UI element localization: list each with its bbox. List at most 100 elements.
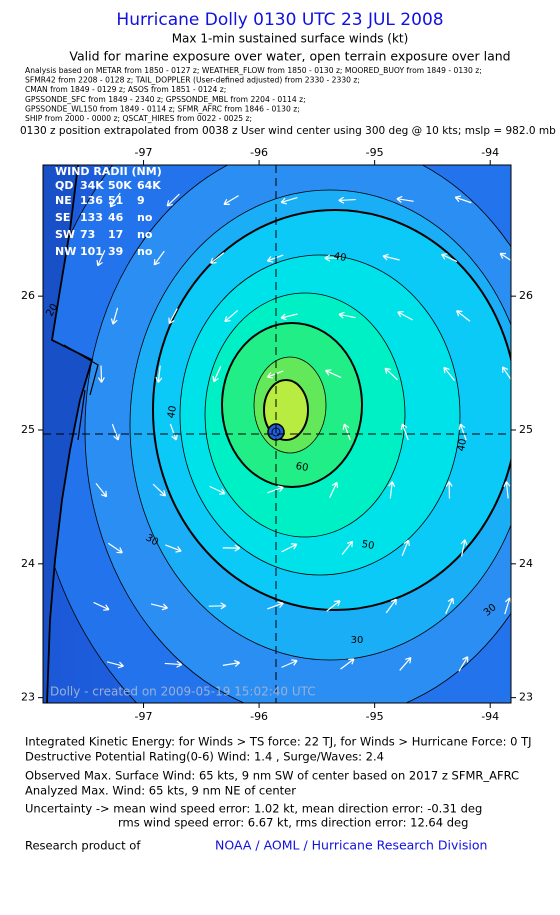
x-tick-label: -95 (366, 710, 384, 723)
radii-cell: NW (55, 245, 76, 258)
wind-arrow (325, 369, 342, 379)
radii-cell: no (137, 228, 153, 241)
coastline (63, 344, 99, 441)
y-tick-label: 26 (519, 289, 533, 302)
wind-arrow (97, 365, 105, 383)
footer-line: Analyzed Max. Wind: 65 kts, 9 nm NE of c… (25, 784, 296, 798)
x-tick-label: -95 (366, 146, 384, 159)
footer-line: Integrated Kinetic Energy: for Winds > T… (25, 735, 532, 749)
wind-arrow (454, 195, 472, 204)
y-tick-label: 25 (519, 423, 533, 436)
position-note: 0130 z position extrapolated from 0038 z… (20, 125, 556, 137)
subtitle: Max 1-min sustained surface winds (kt) (172, 32, 409, 46)
wind-arrow (266, 370, 284, 379)
wind-arrow (224, 309, 239, 323)
radii-header: 64K (137, 179, 161, 192)
wind-arrow (499, 252, 511, 262)
wind-arrow (515, 310, 527, 322)
wind-arrow (338, 311, 356, 319)
wind-arrow (329, 481, 339, 498)
wind-arrow (458, 656, 469, 672)
x-tick-label: -97 (135, 146, 153, 159)
wind-arrow (280, 196, 298, 205)
wind-arrow (106, 661, 124, 669)
x-tick-label: -97 (135, 710, 153, 723)
wind-arrow (458, 423, 467, 441)
radii-cell: no (137, 245, 153, 258)
radii-cell: 9 (137, 194, 145, 207)
wind-arrow (456, 310, 471, 322)
radii-cell: 133 (80, 211, 103, 224)
radii-header: 34K (80, 179, 104, 192)
footer-line: rms wind speed error: 6.67 kt, rms direc… (118, 816, 468, 830)
wind-arrow (267, 485, 284, 494)
title: Hurricane Dolly 0130 UTC 23 JUL 2008 (116, 10, 443, 30)
footer-line: Uncertainty -> mean wind speed error: 1.… (25, 802, 482, 816)
wind-arrow (222, 659, 241, 667)
wind-arrow (109, 192, 121, 208)
wind-arrow (169, 423, 178, 441)
wind-arrow (341, 540, 354, 556)
wind-arrow (223, 195, 239, 205)
contour-label: 40 (166, 405, 179, 419)
wind-arrow (281, 659, 298, 668)
wind-arrow (400, 423, 409, 441)
contour-label: 60 (295, 461, 309, 474)
wind-arrow (340, 658, 355, 670)
wind-arrow (150, 603, 168, 611)
radii-title: WIND RADII (NM) (55, 165, 162, 178)
wind-arrow (222, 544, 241, 552)
analysis-note: CMAN from 1849 - 0129 z; ASOS from 1851 … (25, 85, 226, 94)
footer-line: Destructive Potential Rating(0-6) Wind: … (25, 750, 384, 764)
wind-arrow (93, 601, 110, 611)
research-org: NOAA / AOML / Hurricane Research Divisio… (215, 838, 487, 853)
wind-arrow (441, 253, 458, 263)
wind-arrow (152, 483, 167, 497)
map-frame (42, 164, 512, 704)
x-tick-label: -94 (481, 146, 499, 159)
wind-arrow (280, 313, 298, 321)
analysis-note: SHIP from 2000 - 0000 z; QSCAT_HIRES fro… (25, 114, 252, 123)
radii-cell: NE (55, 194, 72, 207)
wind-arrow (110, 307, 119, 325)
radii-cell: SE (55, 211, 70, 224)
x-tick-label: -96 (250, 146, 268, 159)
wind-arrow (384, 367, 398, 381)
wind-arrow (326, 600, 341, 612)
wind-arrow (107, 542, 123, 554)
y-tick-label: 25 (21, 423, 35, 436)
wind-arrow (210, 252, 225, 264)
analysis-note: SFMR42 from 2208 - 0128 z; TAIL_DOPPLER … (25, 76, 360, 85)
contour-label: 40 (333, 251, 347, 264)
wind-arrow (445, 481, 453, 499)
wind-arrow (96, 250, 106, 267)
x-tick-label: -96 (250, 710, 268, 723)
radii-cell: 136 (80, 194, 103, 207)
wind-arrow (460, 539, 468, 557)
wind-arrow (166, 193, 180, 207)
radii-cell: 46 (108, 211, 124, 224)
wind-arrow (342, 423, 351, 441)
y-tick-label: 24 (519, 557, 533, 570)
radii-cell: 101 (80, 245, 103, 258)
wind-arrow (209, 485, 226, 495)
radii-cell: 39 (108, 245, 123, 258)
wind-arrow (401, 539, 410, 557)
wind-arrow (155, 365, 163, 383)
footer-line: Observed Max. Surface Wind: 65 kts, 9 nm… (25, 769, 519, 783)
wind-arrow (281, 543, 298, 553)
wind-arrow (397, 311, 414, 321)
wind-arrow (445, 597, 455, 614)
research-label: Research product of (25, 839, 141, 853)
analysis-note: Analysis based on METAR from 1850 - 0127… (25, 66, 482, 75)
analysis-note: GPSSONDE_SFC from 1849 - 2340 z; GPSSOND… (25, 95, 306, 104)
subtitle: Valid for marine exposure over water, op… (69, 49, 510, 64)
wind-arrow (503, 481, 511, 499)
radii-cell: SW (55, 228, 75, 241)
wind-arrow (111, 423, 120, 441)
y-tick-label: 23 (519, 691, 533, 704)
y-tick-label: 23 (21, 691, 35, 704)
y-tick-label: 26 (21, 289, 35, 302)
